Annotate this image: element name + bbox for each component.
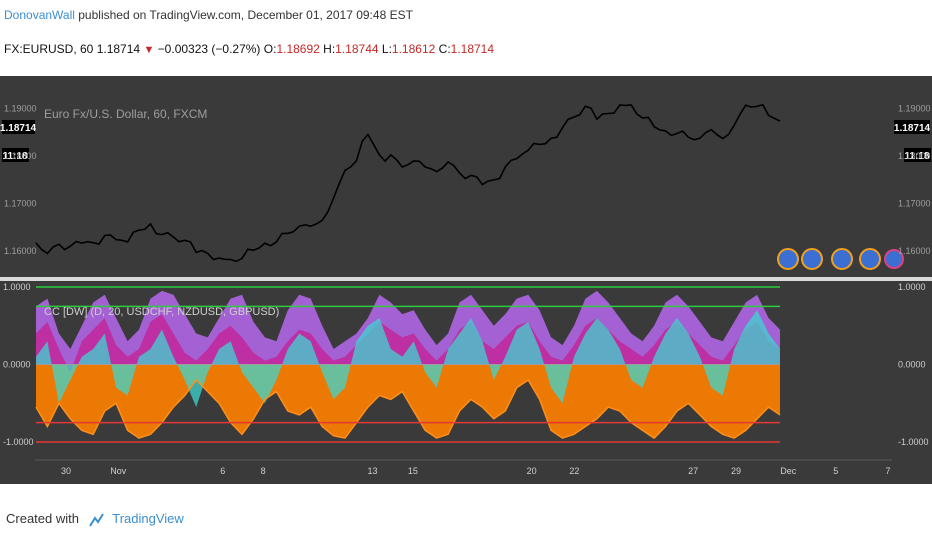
left-last-price-text: 1.18714: [0, 123, 37, 134]
price-axis-tick-left: 1.16000: [4, 246, 37, 256]
correlation-area-cyan: [36, 310, 780, 408]
right-last-price-badge: [894, 120, 930, 134]
time-axis-tick: 7: [885, 466, 890, 476]
time-axis-tick: 13: [367, 466, 377, 476]
time-axis-tick: 20: [527, 466, 537, 476]
low-value: 1.18612: [391, 42, 436, 56]
tradingview-brand-link[interactable]: TradingView: [112, 511, 184, 526]
event-flag-icon[interactable]: [801, 248, 823, 270]
indicator-axis-tick-left: 1.0000: [3, 282, 31, 292]
indicator-axis-tick-right: 1.0000: [898, 282, 926, 292]
indicator-pane-legend: CC [DW] (D, 20, USDCHF, NZDUSD, GBPUSD): [44, 306, 279, 318]
price-axis-tick-right: 1.16000: [898, 246, 931, 256]
time-axis-tick: 15: [408, 466, 418, 476]
price-axis-tick-right: 1.18000: [898, 151, 931, 161]
high-label: H:: [323, 42, 336, 56]
event-flag-icon[interactable]: [777, 248, 799, 270]
price-series-line: [35, 103, 781, 263]
published-text: published on TradingView.com, December 0…: [74, 8, 413, 22]
time-axis-tick: 22: [569, 466, 579, 476]
time-axis-tick: 8: [261, 466, 266, 476]
low-label: L:: [381, 42, 392, 56]
chart-svg[interactable]: 1.18714 11:18 1.18714 11:18 Euro Fx/U.S.…: [0, 76, 932, 484]
time-axis-tick: 30: [61, 466, 71, 476]
high-value: 1.18744: [335, 42, 379, 56]
time-axis-tick: 29: [731, 466, 741, 476]
event-flag-icon[interactable]: [859, 248, 881, 270]
price-change: −0.00323 (−0.27%): [157, 42, 261, 56]
last-price: 1.18714: [96, 42, 141, 56]
price-axis-tick-left: 1.18000: [4, 151, 37, 161]
indicator-axis-tick-left: 0.0000: [3, 360, 31, 370]
time-axis-tick: 27: [688, 466, 698, 476]
indicator-axis-tick-right: 0.0000: [898, 360, 926, 370]
event-flag-icon[interactable]: [884, 249, 904, 269]
price-axis-tick-right: 1.17000: [898, 199, 931, 209]
event-flag-icon[interactable]: [831, 248, 853, 270]
left-time-badge: [2, 148, 29, 162]
right-time-badge: [904, 148, 931, 162]
time-axis-tick: Dec: [780, 466, 797, 476]
indicator-axis-tick-left: -1.0000: [3, 437, 34, 447]
time-axis-tick: 5: [833, 466, 838, 476]
right-last-price-text: 1.18714: [894, 123, 931, 134]
author-link[interactable]: DonovanWall: [4, 8, 75, 22]
open-value: 1.18692: [276, 42, 320, 56]
close-label: C:: [438, 42, 451, 56]
time-axis-background: [0, 460, 932, 484]
correlation-line-orange: [35, 378, 781, 440]
open-label: O:: [263, 42, 277, 56]
chart-frame: 1.18714 11:18 1.18714 11:18 Euro Fx/U.S.…: [0, 76, 932, 484]
right-time-text: 11:18: [904, 151, 929, 162]
symbol-quote: FX:EURUSD, 60 1.18714 ▼ −0.00323 (−0.27%…: [4, 42, 494, 56]
price-axis-tick-left: 1.17000: [4, 199, 37, 209]
time-axis-tick: 6: [220, 466, 225, 476]
event-flags: [777, 248, 904, 270]
left-time-text: 11:18: [2, 151, 27, 162]
price-pane-legend: Euro Fx/U.S. Dollar, 60, FXCM: [44, 107, 207, 121]
time-axis-tick: Nov: [110, 466, 127, 476]
price-axis-tick-left: 1.19000: [4, 104, 37, 114]
left-last-price-badge: [2, 120, 35, 134]
down-arrow-icon: ▼: [143, 44, 155, 56]
symbol-label: FX:EURUSD, 60: [4, 42, 94, 56]
tradingview-logo-icon: [88, 513, 104, 527]
indicator-axis-tick-right: -1.0000: [898, 437, 929, 447]
publish-info: DonovanWall published on TradingView.com…: [4, 8, 413, 22]
footer: Created with TradingView: [6, 511, 184, 527]
close-value: 1.18714: [450, 42, 495, 56]
created-with-text: Created with: [6, 511, 79, 526]
price-axis-tick-right: 1.19000: [898, 104, 931, 114]
